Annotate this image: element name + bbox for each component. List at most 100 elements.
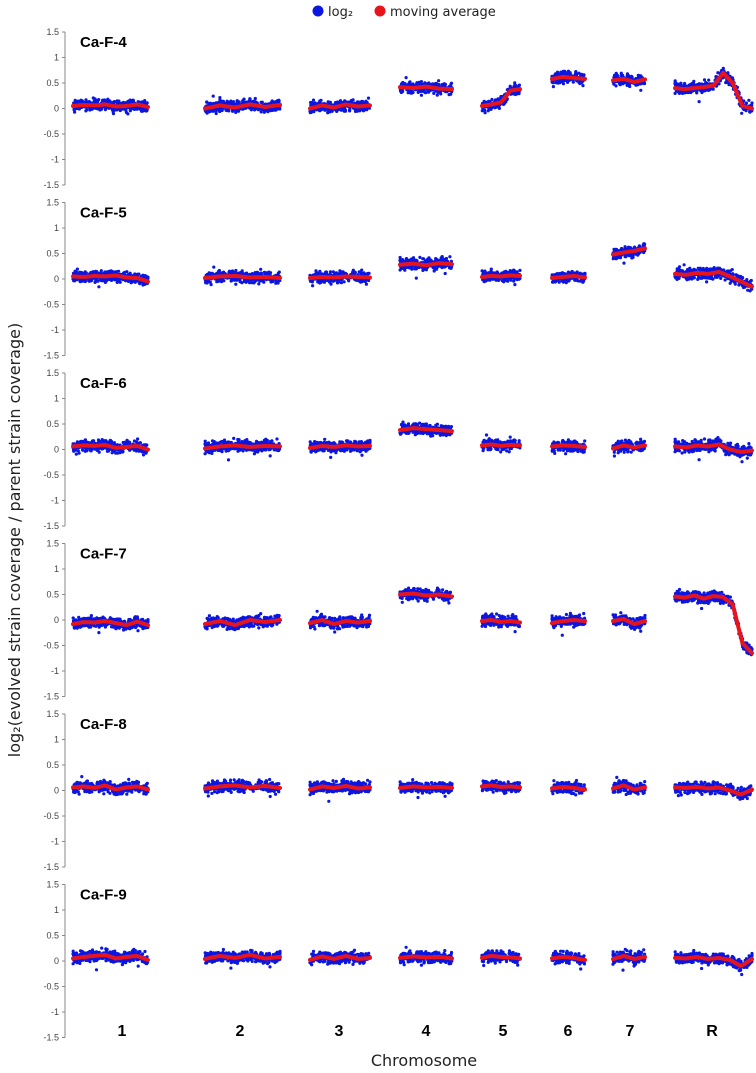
data-point — [248, 281, 252, 285]
data-point — [211, 94, 215, 98]
data-point — [514, 84, 518, 88]
data-point — [244, 279, 248, 283]
data-point — [689, 275, 694, 279]
data-point — [676, 83, 680, 87]
data-point — [330, 109, 334, 113]
panel-title: Ca-F-6 — [80, 375, 127, 392]
data-point — [318, 108, 322, 112]
data-point — [143, 99, 147, 103]
data-point — [214, 111, 218, 116]
data-point — [707, 78, 711, 82]
data-point — [433, 266, 437, 270]
data-point — [120, 101, 124, 105]
y-tick-label: 1.5 — [46, 368, 59, 378]
data-point — [355, 278, 359, 282]
data-point — [311, 98, 316, 102]
data-point — [244, 271, 248, 276]
chromosome-6-series — [550, 269, 587, 285]
y-tick-label: 0.5 — [46, 249, 59, 259]
data-point — [97, 98, 101, 102]
data-point — [511, 269, 515, 273]
y-tick-label: -0.5 — [43, 300, 59, 310]
data-point — [723, 278, 727, 282]
data-point — [508, 84, 512, 88]
data-point — [749, 278, 753, 283]
data-point — [715, 275, 719, 279]
y-tick-label: 1.5 — [46, 198, 59, 208]
data-point — [483, 111, 487, 115]
moving-average-line — [550, 74, 587, 81]
data-point — [428, 258, 432, 263]
y-tick-label: -1.5 — [43, 521, 59, 531]
y-tick-label: 1 — [54, 394, 59, 404]
data-point — [237, 271, 241, 275]
data-point — [434, 81, 438, 85]
data-point — [132, 107, 137, 111]
data-point — [124, 108, 128, 112]
data-point — [267, 108, 271, 112]
data-point — [342, 107, 346, 111]
moving-average-line — [308, 102, 372, 111]
data-point — [106, 97, 110, 101]
data-point — [636, 73, 640, 77]
legend-label-1: moving average — [390, 5, 496, 20]
data-point — [705, 266, 709, 270]
data-point — [487, 106, 491, 110]
data-point — [95, 107, 100, 111]
data-point — [559, 272, 563, 276]
data-point — [562, 272, 566, 276]
y-tick-label: 0.5 — [46, 419, 59, 429]
data-point — [366, 96, 371, 100]
data-point — [448, 255, 452, 259]
data-point — [97, 285, 101, 289]
data-point — [351, 98, 355, 102]
data-point — [277, 107, 281, 111]
data-point — [440, 255, 444, 259]
panel-Ca-F-4: -1.5-1-0.500.511.5Ca-F-4 — [43, 27, 754, 190]
data-point — [421, 257, 425, 261]
y-tick-label: 1 — [54, 223, 59, 233]
chromosome-3-series — [308, 268, 372, 288]
data-point — [229, 99, 233, 103]
data-point — [240, 269, 244, 273]
data-point — [212, 265, 216, 269]
legend-marker-1 — [374, 5, 386, 17]
data-point — [434, 258, 438, 262]
legend-marker-0 — [312, 5, 324, 17]
data-point — [208, 109, 212, 113]
data-point — [719, 276, 723, 280]
data-point — [310, 101, 314, 105]
data-point — [746, 288, 750, 292]
data-point — [316, 280, 320, 284]
data-point — [115, 100, 119, 105]
y-tick-label: -1.5 — [43, 351, 59, 361]
data-point — [435, 93, 439, 97]
data-point — [76, 99, 80, 103]
data-point — [109, 269, 113, 273]
data-point — [489, 267, 493, 271]
data-point — [133, 280, 137, 284]
data-point — [513, 283, 517, 287]
panel-Ca-F-5: -1.5-1-0.500.511.5Ca-F-5 — [43, 198, 754, 361]
data-point — [94, 269, 98, 273]
data-point — [443, 271, 447, 276]
data-point — [125, 270, 129, 274]
data-point — [623, 245, 627, 249]
data-point — [512, 279, 516, 283]
data-point — [419, 93, 423, 97]
data-point — [107, 277, 111, 282]
data-point — [104, 106, 108, 110]
data-point — [721, 66, 725, 70]
data-point — [709, 276, 713, 281]
data-point — [91, 96, 95, 100]
data-point — [96, 279, 100, 283]
data-point — [621, 73, 625, 77]
data-point — [75, 267, 79, 271]
data-point — [677, 265, 682, 269]
data-point — [248, 97, 252, 101]
data-point — [222, 279, 226, 283]
data-point — [641, 81, 646, 86]
moving-average-line — [398, 261, 454, 268]
data-point — [115, 108, 119, 112]
